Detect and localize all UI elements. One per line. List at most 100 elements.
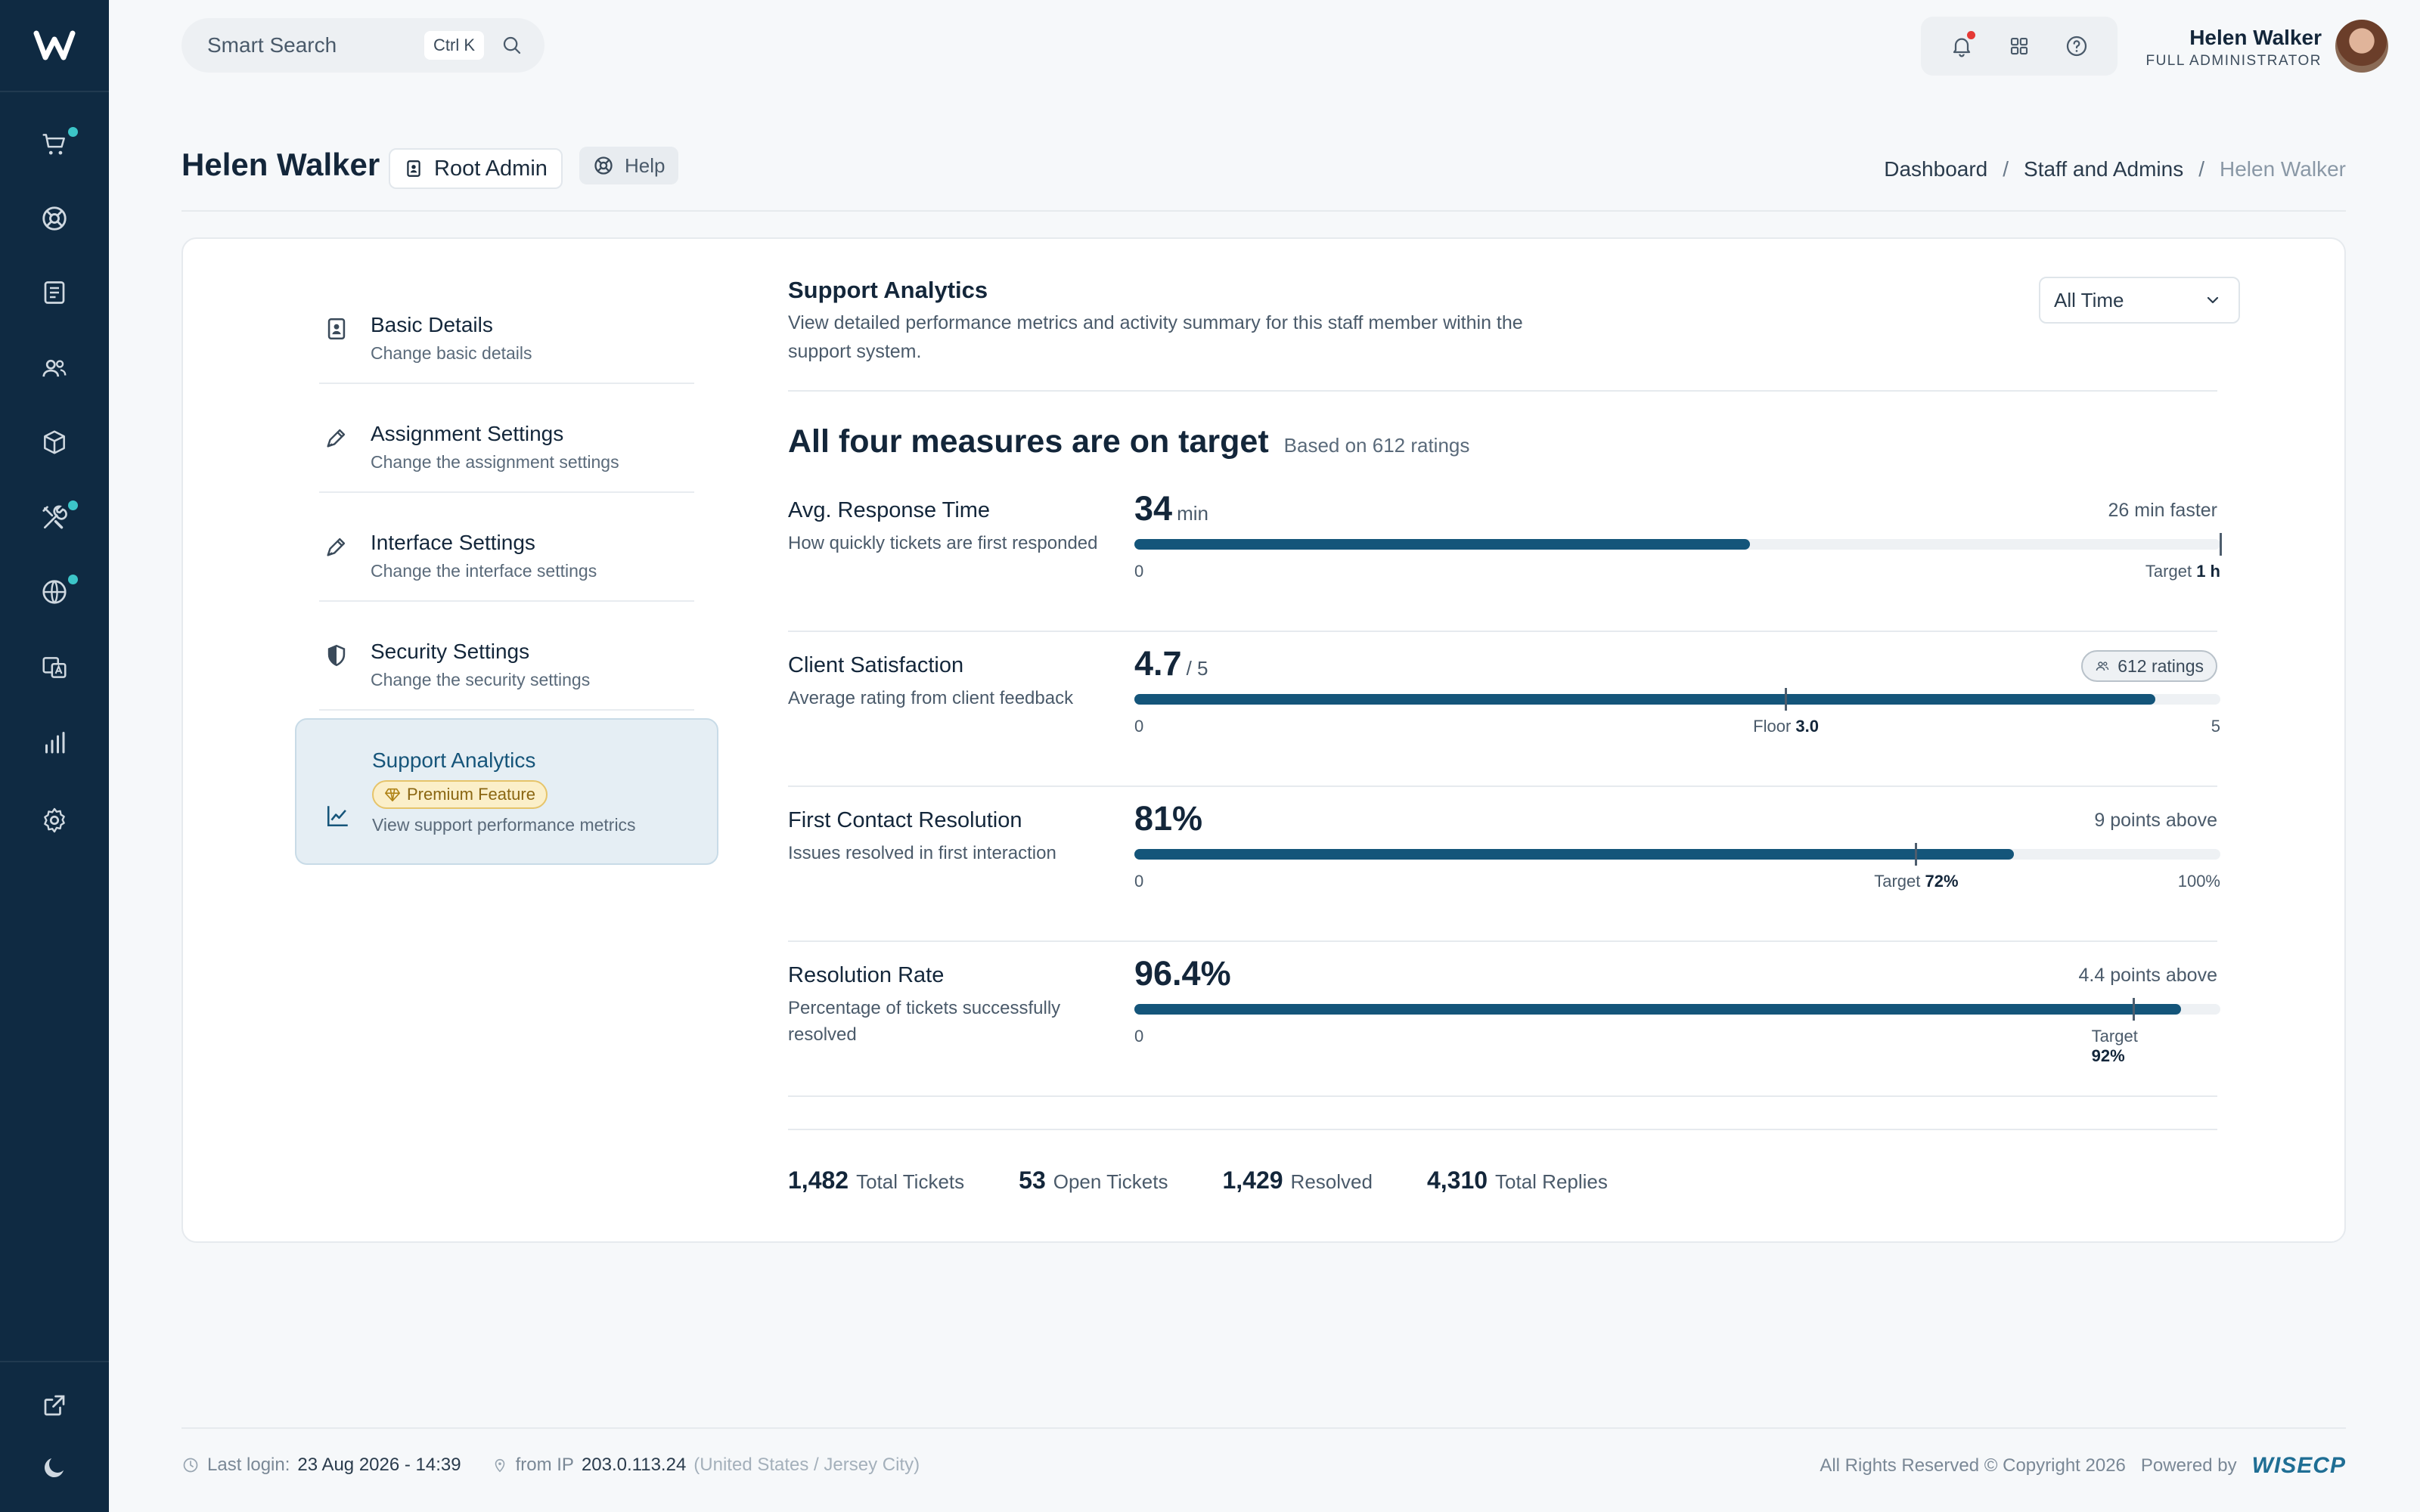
translate-icon xyxy=(42,657,67,678)
time-range-select[interactable]: All Time xyxy=(2039,277,2240,324)
footer-copyright: All Rights Reserved © Copyright 2026 Pow… xyxy=(1820,1453,2346,1479)
rail-domains[interactable] xyxy=(0,565,109,618)
ticket-stats: 1,482 Total Tickets 53 Open Tickets 1,429 R… xyxy=(788,1129,2217,1194)
lifebuoy-icon xyxy=(594,156,613,175)
metric-track xyxy=(1134,688,2220,711)
marker-label-value: 3.0 xyxy=(1795,717,1820,736)
header-tools xyxy=(1921,17,2118,76)
nav-subtitle: Change the interface settings xyxy=(371,561,597,581)
rail-tools[interactable] xyxy=(0,491,109,544)
nav-subtitle: Change the assignment settings xyxy=(371,452,619,472)
search-input[interactable]: Smart Search xyxy=(207,33,337,57)
nav-support-analytics[interactable]: Support Analytics Premium Feature View s… xyxy=(295,718,718,865)
help-button[interactable] xyxy=(2060,29,2093,63)
metric-fill xyxy=(1134,1004,2182,1015)
app-logo[interactable] xyxy=(0,0,109,92)
notification-badge xyxy=(1967,31,1975,39)
shield-icon xyxy=(327,644,346,667)
time-range-value: All Time xyxy=(2054,288,2124,311)
help-chip[interactable]: Help xyxy=(579,147,679,184)
metric-track xyxy=(1134,998,2220,1021)
stat-resolved: 1,429 Resolved xyxy=(1222,1167,1372,1194)
search-shortcut: Ctrl K xyxy=(424,31,484,60)
location-pin-icon xyxy=(495,1458,504,1473)
nav-basic-details[interactable]: Basic Details Change basic details xyxy=(319,275,694,384)
marker-label: Target 92% xyxy=(2092,1027,2176,1066)
premium-badge: Premium Feature xyxy=(372,780,548,809)
ip-address: 203.0.113.24 xyxy=(581,1455,687,1475)
breadcrumb-separator: / xyxy=(2003,157,2009,181)
notifications-button[interactable] xyxy=(1945,29,1978,63)
powered-by-label: Powered by xyxy=(2140,1455,2237,1476)
metric-name: Client Satisfaction xyxy=(788,653,964,677)
metric-name: First Contact Resolution xyxy=(788,808,1022,832)
breadcrumb-staff[interactable]: Staff and Admins xyxy=(2024,157,2184,181)
breadcrumb-current: Helen Walker xyxy=(2219,157,2346,181)
rail-settings[interactable] xyxy=(0,794,109,847)
nav-interface-settings[interactable]: Interface Settings Change the interface … xyxy=(319,493,694,602)
metric-first-contact-resolution: First Contact Resolution Issues resolved… xyxy=(788,787,2220,942)
metric-description: Average rating from client feedback xyxy=(788,688,1074,708)
rail-dark-mode[interactable] xyxy=(0,1441,109,1494)
metric-description: How quickly tickets are first responded xyxy=(788,533,1098,553)
breadcrumb-dashboard[interactable]: Dashboard xyxy=(1884,157,1988,181)
notification-dot xyxy=(68,500,78,510)
last-login-time: 23 Aug 2026 - 14:39 xyxy=(297,1455,461,1475)
metric-resolution-rate: Resolution Rate Percentage of tickets su… xyxy=(788,942,2220,1097)
box-icon xyxy=(44,430,65,454)
header-divider xyxy=(182,210,2346,212)
marker-label: Floor 3.0 xyxy=(1753,717,1819,736)
marker-label-text: Target xyxy=(1874,872,1921,891)
moon-icon xyxy=(44,1458,64,1478)
stat-label: Open Tickets xyxy=(1053,1170,1168,1193)
stat-label: Total Replies xyxy=(1495,1170,1608,1193)
rail-orders[interactable] xyxy=(0,118,109,171)
rail-open-site[interactable] xyxy=(0,1379,109,1432)
marker-label-value: 92% xyxy=(2091,1046,2125,1065)
rail-translate[interactable] xyxy=(0,641,109,694)
stat-value: 53 xyxy=(1019,1167,1046,1194)
rail-products[interactable] xyxy=(0,416,109,469)
id-card-icon xyxy=(327,318,346,340)
smart-search[interactable]: Smart Search Ctrl K xyxy=(182,18,544,73)
rail-invoices[interactable] xyxy=(0,266,109,319)
stat-total-tickets: 1,482 Total Tickets xyxy=(788,1167,964,1194)
apps-button[interactable] xyxy=(2003,29,2036,63)
metric-marker xyxy=(2219,533,2222,556)
settings-nav: Basic Details Change basic details Assig… xyxy=(295,275,718,865)
nav-security-settings[interactable]: Security Settings Change the security se… xyxy=(319,602,694,711)
metric-delta: 4.4 points above xyxy=(2078,965,2217,986)
user-menu[interactable]: Helen Walker FULL ADMINISTRATOR xyxy=(2145,26,2322,70)
brand-logo[interactable]: WISECP xyxy=(2251,1453,2346,1478)
rail-support[interactable] xyxy=(0,192,109,245)
stat-label: Total Tickets xyxy=(856,1170,965,1193)
question-icon xyxy=(2066,36,2087,57)
avatar[interactable] xyxy=(2335,20,2388,73)
scale-min: 0 xyxy=(1134,1027,1144,1046)
page-title: Helen Walker xyxy=(182,147,380,182)
nav-title: Interface Settings xyxy=(371,531,535,554)
footer-divider xyxy=(182,1427,2346,1429)
rail-reports[interactable] xyxy=(0,717,109,770)
premium-badge-label: Premium Feature xyxy=(407,785,535,804)
summary: All four measures are on target Based on… xyxy=(788,423,2240,460)
nav-assignment-settings[interactable]: Assignment Settings Change the assignmen… xyxy=(319,384,694,493)
pen-icon xyxy=(327,429,346,448)
metric-value-number: 4.7 xyxy=(1134,644,1182,683)
metric-value: 4.7/ 5 xyxy=(1134,644,1208,683)
scale-min: 0 xyxy=(1134,717,1144,736)
metric-marker xyxy=(1915,843,1918,866)
rail-users[interactable] xyxy=(0,342,109,395)
marker-label-value: 1 h xyxy=(2196,562,2220,581)
analytics-panel: Support Analytics View detailed performa… xyxy=(788,277,2240,1194)
breadcrumb-separator: / xyxy=(2198,157,2204,181)
search-icon[interactable] xyxy=(501,34,523,57)
document-icon xyxy=(44,281,65,304)
ratings-pill-label: 612 ratings xyxy=(2118,655,2204,676)
marker-label: Target 1 h xyxy=(2145,562,2220,581)
summary-subtitle: Based on 612 ratings xyxy=(1283,434,1470,457)
metric-track xyxy=(1134,533,2222,556)
nav-subtitle: View support performance metrics xyxy=(372,815,636,835)
metric-fill xyxy=(1134,539,1751,550)
help-chip-label: Help xyxy=(625,153,666,177)
